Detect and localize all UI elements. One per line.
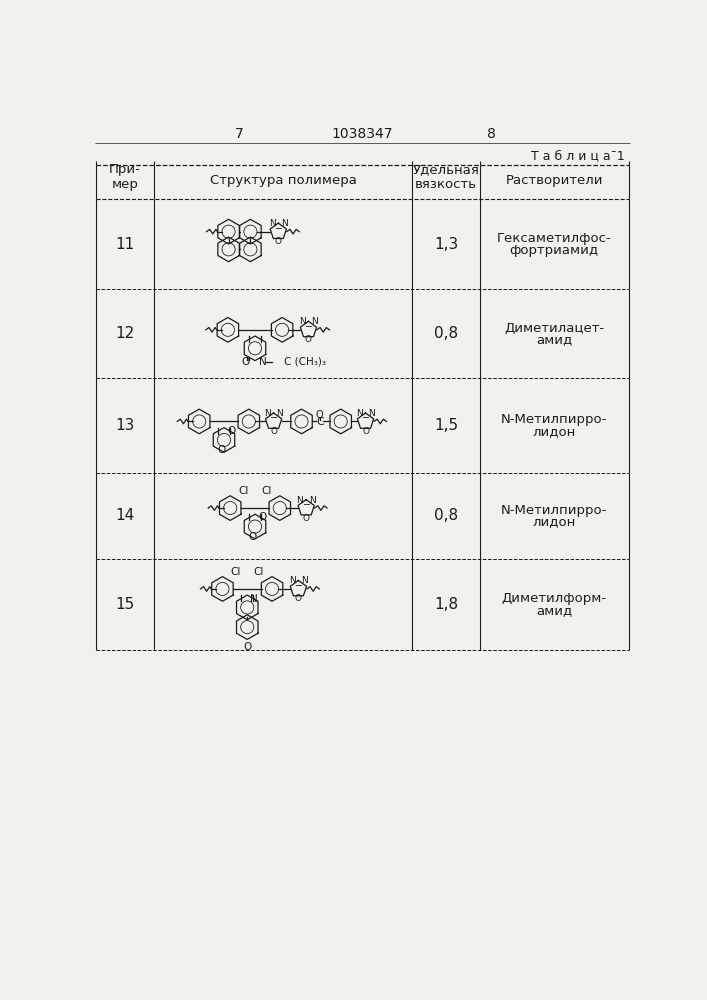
Text: Cl: Cl [238, 486, 249, 496]
Text: O: O [270, 427, 277, 436]
Text: O: O [241, 357, 249, 367]
Text: C: C [316, 417, 324, 427]
Text: фортриамид: фортриамид [510, 244, 599, 257]
Text: 1,3: 1,3 [434, 237, 458, 252]
Text: Диметилформ-: Диметилформ- [501, 592, 607, 605]
Text: 8: 8 [487, 127, 496, 141]
Text: Диметилацет-: Диметилацет- [504, 322, 604, 335]
Text: N: N [281, 219, 288, 228]
Text: 14: 14 [115, 508, 135, 523]
Text: Cl: Cl [262, 486, 271, 496]
Text: N: N [269, 219, 276, 228]
Text: O: O [316, 410, 324, 420]
Text: O: O [275, 237, 282, 246]
Text: лидон: лидон [532, 425, 575, 438]
Text: N: N [368, 409, 375, 418]
Text: амид: амид [536, 333, 572, 346]
Text: O: O [228, 426, 235, 436]
Text: O: O [362, 427, 369, 436]
Text: Удельная
вязкость: Удельная вязкость [413, 163, 479, 191]
Text: 1,5: 1,5 [434, 418, 458, 433]
Text: 1038347: 1038347 [331, 127, 392, 141]
Text: N: N [301, 576, 308, 585]
Text: N: N [299, 317, 305, 326]
Text: 12: 12 [115, 326, 135, 341]
Text: Т а б л и ц а¯1: Т а б л и ц а¯1 [531, 150, 625, 163]
Text: N: N [289, 576, 296, 585]
Text: Растворители: Растворители [506, 174, 603, 187]
Text: лидон: лидон [532, 515, 575, 528]
Text: 13: 13 [115, 418, 135, 433]
Text: C (CH₃)₃: C (CH₃)₃ [284, 357, 327, 367]
Text: O: O [243, 642, 252, 652]
Text: При-
мер: При- мер [110, 163, 141, 191]
Text: N-Метилпирро-: N-Метилпирро- [501, 413, 607, 426]
Text: Гексаметилфос-: Гексаметилфос- [497, 232, 612, 245]
Text: 7: 7 [235, 127, 244, 141]
Text: N-Метилпирро-: N-Метилпирро- [501, 504, 607, 517]
Text: O: O [258, 512, 267, 522]
Text: O: O [248, 532, 257, 542]
Text: Cl: Cl [230, 567, 241, 577]
Text: N: N [264, 409, 271, 418]
Text: 11: 11 [115, 237, 135, 252]
Text: Структура полимера: Структура полимера [210, 174, 357, 187]
Text: амид: амид [536, 604, 572, 617]
Text: N: N [297, 496, 303, 505]
Text: Cl: Cl [254, 567, 264, 577]
Text: N: N [311, 317, 318, 326]
Text: N: N [259, 357, 267, 367]
Text: 1,8: 1,8 [434, 597, 458, 612]
Text: O: O [305, 335, 312, 344]
Text: O: O [295, 594, 302, 603]
Text: N: N [309, 496, 316, 505]
Text: N: N [250, 594, 258, 604]
Text: O: O [217, 445, 226, 455]
Text: 0,8: 0,8 [434, 508, 458, 523]
Text: N: N [276, 409, 283, 418]
Text: 15: 15 [115, 597, 135, 612]
Text: 0,8: 0,8 [434, 326, 458, 341]
Text: N: N [356, 409, 363, 418]
Text: O: O [303, 514, 310, 523]
